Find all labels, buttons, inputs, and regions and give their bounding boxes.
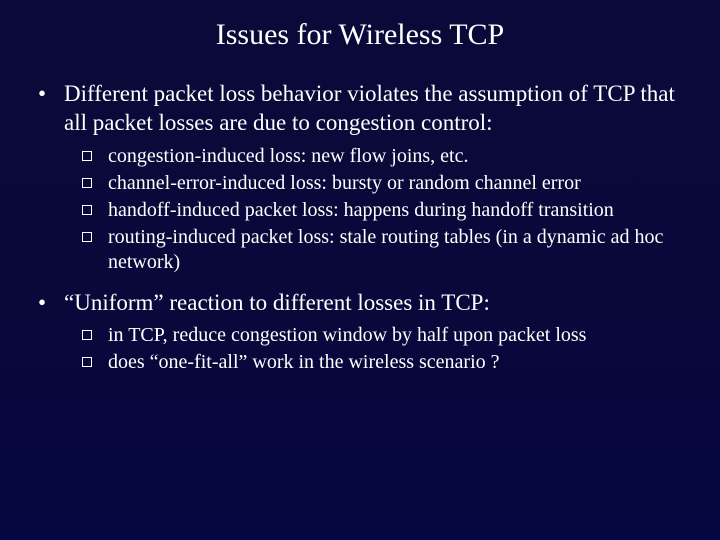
subbullet-text: congestion-induced loss: new flow joins,… <box>108 145 469 167</box>
slide: Issues for Wireless TCP Different packet… <box>0 0 720 540</box>
bullet-item: Different packet loss behavior violates … <box>30 80 690 275</box>
subbullet-text: routing-induced packet loss: stale routi… <box>108 226 663 273</box>
subbullet-text: channel-error-induced loss: bursty or ra… <box>108 172 581 194</box>
subbullet-text: in TCP, reduce congestion window by half… <box>108 324 586 346</box>
subbullet-item: does “one-fit-all” work in the wireless … <box>82 350 690 375</box>
bullet-text: Different packet loss behavior violates … <box>64 81 675 135</box>
bullet-list-level2: congestion-induced loss: new flow joins,… <box>82 144 690 275</box>
subbullet-text: does “one-fit-all” work in the wireless … <box>108 351 500 373</box>
subbullet-text: handoff-induced packet loss: happens dur… <box>108 199 614 221</box>
subbullet-item: channel-error-induced loss: bursty or ra… <box>82 171 690 196</box>
bullet-text: “Uniform” reaction to different losses i… <box>64 290 490 315</box>
subbullet-item: congestion-induced loss: new flow joins,… <box>82 144 690 169</box>
subbullet-item: handoff-induced packet loss: happens dur… <box>82 198 690 223</box>
subbullet-item: in TCP, reduce congestion window by half… <box>82 323 690 348</box>
subbullet-item: routing-induced packet loss: stale routi… <box>82 225 690 275</box>
slide-title: Issues for Wireless TCP <box>30 18 690 52</box>
bullet-item: “Uniform” reaction to different losses i… <box>30 289 690 376</box>
bullet-list-level1: Different packet loss behavior violates … <box>30 80 690 375</box>
bullet-list-level2: in TCP, reduce congestion window by half… <box>82 323 690 375</box>
